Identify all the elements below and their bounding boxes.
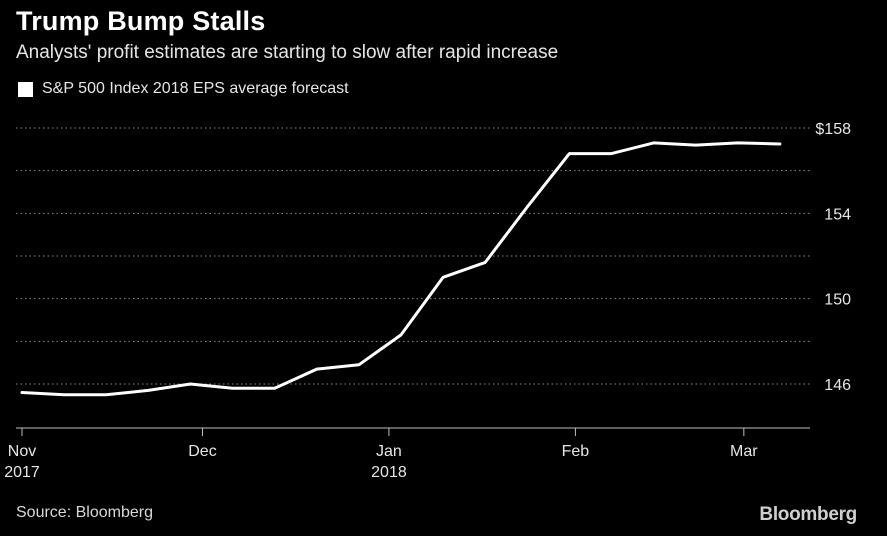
y-tick-label: 146: [824, 377, 851, 394]
x-axis: Nov 2017 Dec Jan 2018 Feb Mar: [4, 427, 810, 481]
gridlines: [16, 127, 810, 385]
chart-title: Trump Bump Stalls: [16, 6, 266, 36]
x-tick-label: Mar: [730, 443, 758, 460]
x-tick-label: Jan: [376, 443, 402, 460]
x-tick-label: Nov: [8, 443, 36, 460]
y-tick-label: 150: [824, 292, 851, 309]
x-tick-year-label: 2018: [371, 464, 407, 481]
bloomberg-logo: Bloomberg: [759, 504, 857, 525]
legend-label: S&P 500 Index 2018 EPS average forecast: [42, 80, 349, 97]
x-tick-label: Dec: [188, 443, 216, 460]
series-line: [20, 141, 782, 397]
chart-subtitle: Analysts' profit estimates are starting …: [16, 42, 559, 63]
series: [20, 141, 782, 397]
source-note: Source: Bloomberg: [16, 504, 153, 521]
x-tick-label: Feb: [562, 443, 590, 460]
legend: S&P 500 Index 2018 EPS average forecast: [18, 80, 349, 98]
y-tick-label: 154: [824, 206, 851, 223]
y-axis-ticks: 146 150 154 $158: [815, 121, 851, 394]
y-tick-label: $158: [815, 121, 851, 138]
x-tick-year-label: 2017: [4, 464, 40, 481]
legend-swatch: [18, 81, 33, 97]
